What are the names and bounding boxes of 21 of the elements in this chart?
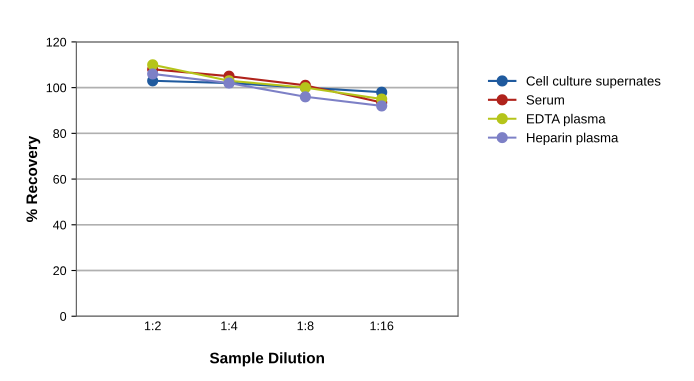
- y-axis-title: % Recovery: [26, 136, 40, 222]
- y-tick-label: 120: [46, 38, 66, 47]
- point: [147, 59, 158, 70]
- legend-label: Serum: [526, 95, 564, 105]
- y-tick-label: 80: [53, 129, 66, 138]
- x-tick-label: 1:2: [144, 321, 161, 330]
- y-tick-label: 40: [53, 220, 66, 230]
- point: [300, 91, 311, 102]
- x-tick-label: 1:4: [221, 322, 238, 330]
- y-tick-label: 0: [60, 312, 66, 321]
- x-tick-label: 1:16: [370, 321, 394, 330]
- legend-label: Heparin plasma: [527, 132, 618, 145]
- y-tick-label: 20: [53, 266, 66, 276]
- y-tick-label: 100: [46, 83, 66, 92]
- x-axis-title: Sample Dilution: [210, 352, 324, 366]
- point: [376, 100, 388, 112]
- y-tick-label: 60: [53, 174, 66, 184]
- x-tick-label: 1:8: [298, 321, 314, 330]
- point: [147, 68, 158, 80]
- legend-label: EDTA plasma: [527, 114, 606, 126]
- legend-label: Cell culture supernates: [526, 76, 660, 88]
